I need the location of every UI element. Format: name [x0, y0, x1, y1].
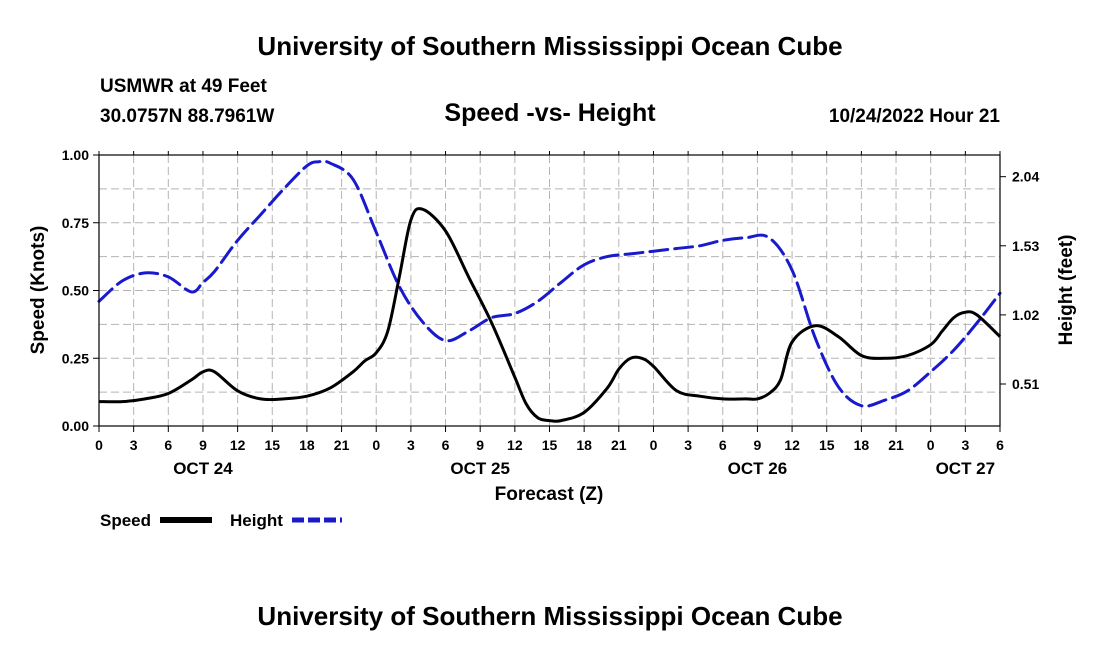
x-day-label: OCT 25	[450, 459, 510, 478]
x-tick-label: 6	[164, 437, 172, 453]
chart-title-main: University of Southern Mississippi Ocean…	[257, 31, 843, 61]
x-day-label: OCT 26	[728, 459, 788, 478]
chart-subtitle: Speed -vs- Height	[444, 99, 656, 127]
chart-svg: 0 3 6 9 12 15 18 21 0 3 6 9 12 15 18 21 0 3 6 9 12 15 18 21 0 3 6 0…	[28, 147, 1077, 530]
x-axis-label: Forecast (Z)	[495, 484, 604, 505]
x-tick-label: 12	[230, 437, 246, 453]
forecast-datetime: 10/24/2022 Hour 21	[828, 106, 1000, 127]
y2-axis-label: Height (feet)	[1056, 235, 1077, 346]
x-tick-label: 12	[784, 437, 800, 453]
x-tick-label: 18	[576, 437, 592, 453]
x-tick-label: 21	[888, 437, 904, 453]
y-tick-label: 0.00	[62, 418, 89, 434]
legend-speed-label: Speed	[100, 511, 151, 530]
x-tick-label: 15	[542, 437, 558, 453]
x-tick-label: 3	[961, 437, 969, 453]
legend-height-label: Height	[230, 511, 283, 530]
x-tick-label: 0	[927, 437, 935, 453]
x-tick-label: 15	[264, 437, 280, 453]
series-layer	[97, 159, 1002, 423]
x-tick-label: 0	[372, 437, 380, 453]
x-tick-label: 15	[819, 437, 835, 453]
y-tick-label: 1.00	[62, 147, 89, 163]
x-tick-label: 9	[476, 437, 484, 453]
chart-title-footer: University of Southern Mississippi Ocean…	[257, 601, 843, 631]
y-axis-label: Speed (Knots)	[28, 226, 49, 355]
x-tick-label: 0	[650, 437, 658, 453]
axes: 0 3 6 9 12 15 18 21 0 3 6 9 12 15 18 21 0 3 6 9 12 15 18 21 0 3 6 0…	[62, 147, 1040, 478]
x-tick-label: 12	[507, 437, 523, 453]
x-tick-label: 3	[130, 437, 138, 453]
series-speed-line	[98, 207, 1002, 423]
x-tick-label: 3	[684, 437, 692, 453]
y2-tick-label: 0.51	[1012, 376, 1039, 392]
x-day-label: OCT 24	[173, 459, 233, 478]
y2-tick-label: 1.02	[1012, 307, 1039, 323]
x-tick-label: 6	[442, 437, 450, 453]
y-tick-label: 0.50	[62, 283, 89, 299]
x-tick-label: 18	[854, 437, 870, 453]
y-tick-label: 0.75	[62, 215, 89, 231]
legend: Speed Height	[100, 511, 342, 530]
x-tick-label: 9	[199, 437, 207, 453]
station-name: USMWR at 49 Feet	[100, 76, 267, 97]
y2-tick-label: 1.53	[1012, 238, 1039, 254]
y-tick-label: 0.25	[62, 350, 89, 366]
y2-tick-label: 2.04	[1012, 169, 1039, 185]
x-day-label: OCT 27	[936, 459, 996, 478]
x-tick-label: 21	[611, 437, 627, 453]
grid	[99, 155, 1000, 426]
series-height-line	[97, 159, 1002, 408]
x-tick-label: 6	[719, 437, 727, 453]
x-tick-label: 18	[299, 437, 315, 453]
x-tick-label: 3	[407, 437, 415, 453]
station-coordinates: 30.0757N 88.7961W	[100, 106, 275, 127]
x-tick-label: 6	[996, 437, 1004, 453]
x-tick-label: 0	[95, 437, 103, 453]
x-tick-label: 9	[754, 437, 762, 453]
x-tick-label: 21	[334, 437, 350, 453]
